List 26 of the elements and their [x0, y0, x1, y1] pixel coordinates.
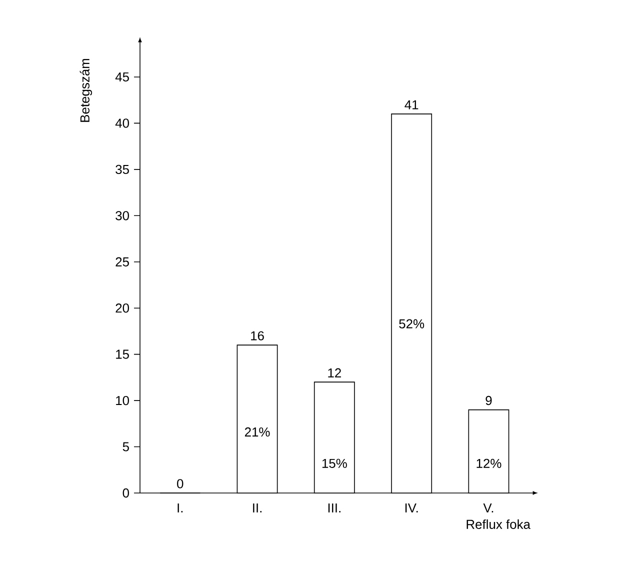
y-tick-label: 5: [122, 442, 129, 452]
x-tick-label: IV.: [405, 503, 418, 512]
y-tick-label: 40: [115, 118, 130, 128]
y-tick-label: 30: [116, 211, 130, 220]
data-label: 9: [486, 396, 492, 406]
y-tick-label: 15: [116, 350, 129, 359]
annotation: 52%: [399, 319, 424, 328]
y-axis-title: Betegszám: [80, 58, 92, 122]
y-tick-label: 45: [115, 72, 129, 82]
y-tick-label: 0: [122, 488, 130, 498]
data-label: 16: [251, 331, 264, 340]
y-tick-label: 25: [116, 257, 129, 266]
annotation: 21%: [244, 427, 270, 437]
x-tick-label: I.: [178, 503, 183, 512]
y-tick-label: 20: [116, 304, 130, 313]
data-label: 0: [177, 479, 184, 488]
annotation: 15%: [322, 458, 347, 468]
x-tick-label: III.: [328, 503, 340, 512]
data-label: 41: [404, 100, 418, 110]
annotation: 12%: [476, 458, 502, 468]
x-axis-title: Reflux foka: [466, 519, 530, 529]
y-tick-label: 35: [116, 164, 129, 174]
data-label: 12: [328, 368, 341, 378]
y-tick-label: 10: [116, 396, 130, 406]
x-tick-label: V.: [483, 503, 494, 512]
x-tick-label: II.: [253, 503, 262, 512]
